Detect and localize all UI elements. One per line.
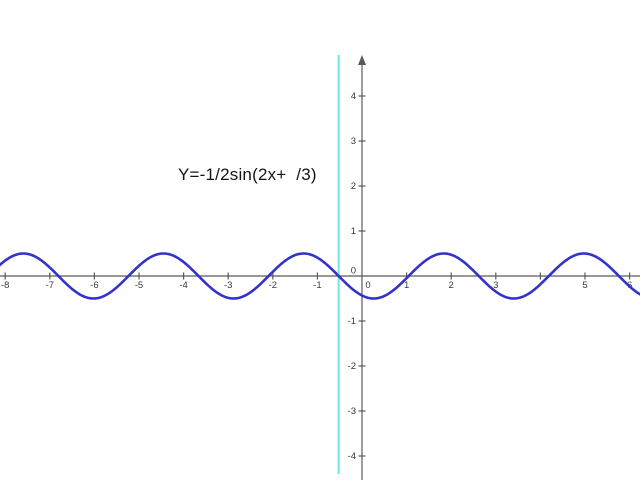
x-tick-label: -6 bbox=[90, 280, 98, 291]
y-tick-label: 2 bbox=[351, 181, 356, 192]
y-tick-label: 3 bbox=[351, 136, 356, 147]
x-tick-label: -7 bbox=[46, 280, 54, 291]
x-tick-label: -3 bbox=[224, 280, 232, 291]
equation-label: Y=-1/2sin(2x+ /3) bbox=[178, 165, 317, 184]
x-tick-label: -5 bbox=[135, 280, 143, 291]
sine-curve bbox=[0, 252, 640, 300]
x-tick-label: -8 bbox=[1, 280, 9, 291]
y-axis-arrow-icon bbox=[358, 55, 366, 65]
x-tick-label: -2 bbox=[269, 280, 277, 291]
x-tick-label: 2 bbox=[449, 280, 454, 291]
y-tick-label: -1 bbox=[348, 316, 356, 327]
y-tick-label: 0 bbox=[351, 266, 356, 277]
y-tick-label: -2 bbox=[348, 361, 356, 372]
x-tick-label: 0 bbox=[365, 280, 370, 291]
y-tick-label: 1 bbox=[351, 226, 356, 237]
y-tick-label: -4 bbox=[348, 451, 356, 462]
y-tick-label: -3 bbox=[348, 406, 356, 417]
x-tick-label: -4 bbox=[179, 280, 187, 291]
x-tick-label: -1 bbox=[313, 280, 321, 291]
x-tick-label: 3 bbox=[493, 280, 498, 291]
x-tick-label: 5 bbox=[582, 280, 587, 291]
y-tick-label: 4 bbox=[351, 91, 356, 102]
x-tick-label: 1 bbox=[404, 280, 409, 291]
